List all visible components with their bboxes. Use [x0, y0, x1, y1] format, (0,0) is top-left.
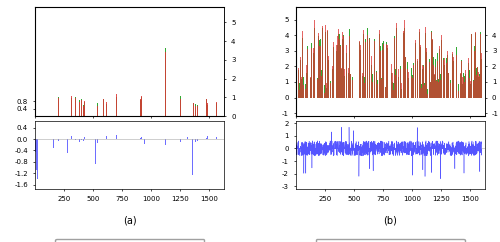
Legend: Residual, Actual, Fitted: Residual, Actual, Fitted	[316, 239, 465, 242]
X-axis label: (b): (b)	[384, 216, 398, 226]
X-axis label: (a): (a)	[122, 216, 136, 226]
Legend: Residual, Actual, Fitted: Residual, Actual, Fitted	[55, 239, 204, 242]
